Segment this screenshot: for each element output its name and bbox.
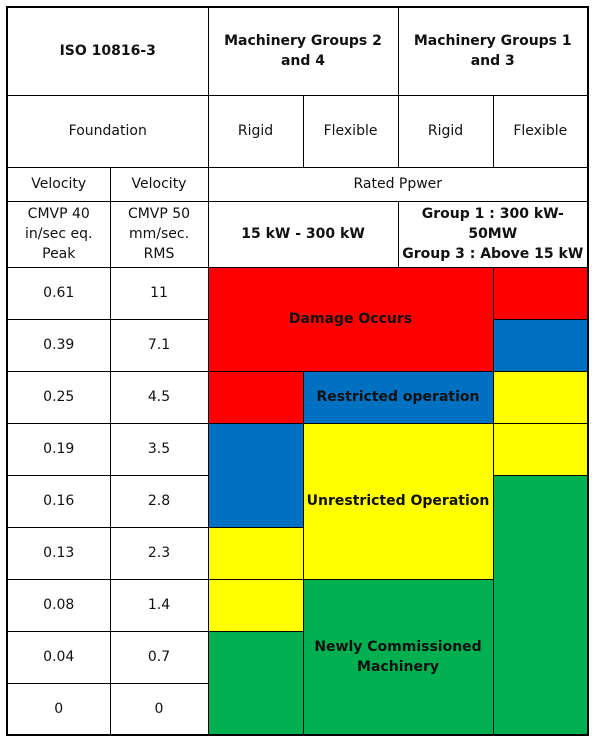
zone-cell-green [492, 474, 589, 736]
rated-power-header: Rated Ppwer [207, 166, 589, 202]
row-mm-sec-value: 2.3 [109, 526, 209, 580]
row-mm-sec-value: 1.4 [109, 578, 209, 632]
row-in-sec-value: 0.39 [6, 318, 111, 372]
row-in-sec-value: 0.04 [6, 630, 111, 684]
newly-commissioned-zone: Newly Commissioned Machinery [302, 578, 494, 736]
standard-title: ISO 10816-3 [6, 6, 209, 96]
velocity-header-mm-sec: Velocity [109, 166, 209, 202]
zone-cell-blue [207, 422, 304, 528]
zone-cell-green [207, 630, 304, 736]
machinery-groups-2-4-header: Machinery Groups 2 and 4 [207, 6, 399, 96]
row-in-sec-value: 0.16 [6, 474, 111, 528]
zone-cell-red [492, 266, 589, 320]
row-mm-sec-value: 0 [109, 682, 209, 736]
rated-power-group-3: Group 3 : Above 15 kW [402, 246, 584, 262]
rigid-header-groups-2-4: Rigid [207, 94, 304, 168]
rigid-header-groups-1-3: Rigid [397, 94, 494, 168]
row-mm-sec-value: 11 [109, 266, 209, 320]
velocity-header-in-sec: Velocity [6, 166, 111, 202]
row-in-sec-value: 0.08 [6, 578, 111, 632]
damage-occurs-zone: Damage Occurs [207, 266, 494, 372]
zone-cell-yellow [207, 578, 304, 632]
unrestricted-operation-zone: Unrestricted Operation [302, 422, 494, 580]
row-in-sec-value: 0 [6, 682, 111, 736]
row-mm-sec-value: 3.5 [109, 422, 209, 476]
row-in-sec-value: 0.13 [6, 526, 111, 580]
cmvp40-unit-header: CMVP 40 in/sec eq. Peak [6, 200, 111, 268]
machinery-groups-1-3-header: Machinery Groups 1 and 3 [397, 6, 589, 96]
row-in-sec-value: 0.19 [6, 422, 111, 476]
row-mm-sec-value: 4.5 [109, 370, 209, 424]
zone-cell-yellow [207, 526, 304, 580]
rated-power-group-1: Group 1 : 300 kW-50MW [421, 206, 564, 242]
zone-cell-yellow [492, 370, 589, 424]
row-in-sec-value: 0.25 [6, 370, 111, 424]
zone-cell-yellow [492, 422, 589, 476]
flexible-header-groups-1-3: Flexible [492, 94, 589, 168]
row-mm-sec-value: 7.1 [109, 318, 209, 372]
rated-power-groups-1-3: Group 1 : 300 kW-50MW Group 3 : Above 15… [397, 200, 589, 268]
zone-cell-blue [492, 318, 589, 372]
row-mm-sec-value: 2.8 [109, 474, 209, 528]
iso-10816-3-table: ISO 10816-3 Machinery Groups 2 and 4 Mac… [6, 6, 590, 736]
cmvp50-unit-header: CMVP 50 mm/sec. RMS [109, 200, 209, 268]
zone-cell-red [207, 370, 304, 424]
flexible-header-groups-2-4: Flexible [302, 94, 399, 168]
row-mm-sec-value: 0.7 [109, 630, 209, 684]
row-in-sec-value: 0.61 [6, 266, 111, 320]
rated-power-groups-2-4: 15 kW - 300 kW [207, 200, 399, 268]
restricted-operation-zone: Restricted operation [302, 370, 494, 424]
foundation-header: Foundation [6, 94, 209, 168]
